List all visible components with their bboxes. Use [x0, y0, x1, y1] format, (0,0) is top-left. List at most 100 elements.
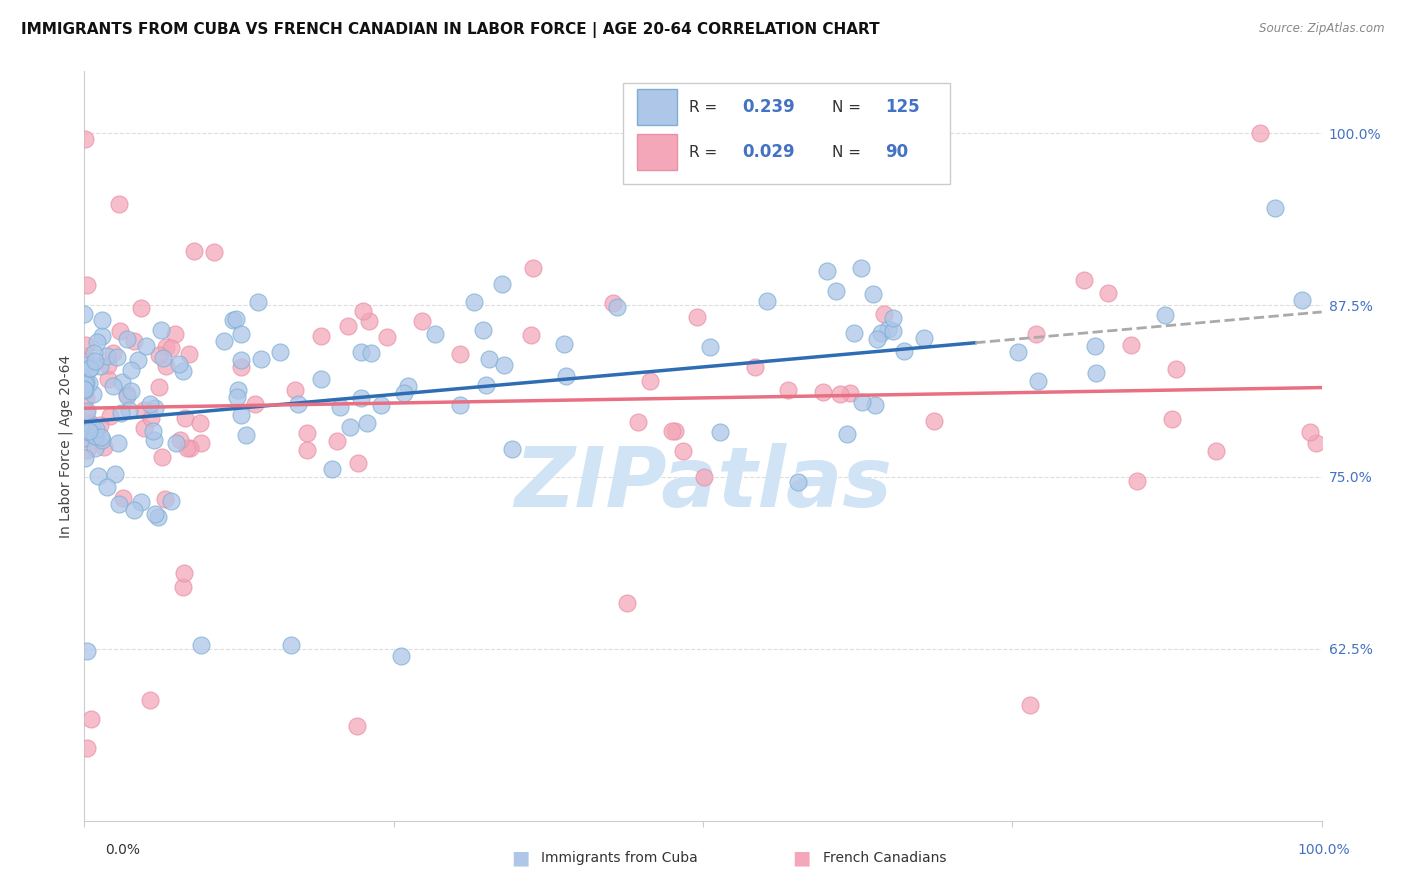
Point: [370, 398, 392, 412]
Point: [155, 359, 177, 374]
Point: [661, 424, 683, 438]
Point: [882, 311, 904, 326]
Point: [115, 386, 138, 401]
Point: [118, 403, 141, 417]
Point: [249, 351, 271, 366]
Point: [865, 332, 887, 346]
Point: [107, 436, 129, 450]
Point: [693, 470, 716, 484]
Point: [357, 314, 380, 328]
Point: [75, 391, 97, 405]
Point: [449, 347, 471, 361]
Point: [492, 358, 515, 372]
Point: [849, 260, 872, 275]
Point: [1160, 411, 1182, 425]
Point: [179, 441, 201, 455]
Point: [120, 384, 142, 398]
Point: [122, 502, 145, 516]
Point: [709, 425, 731, 440]
Point: [231, 360, 253, 375]
Point: [129, 301, 152, 315]
Point: [360, 346, 382, 360]
Point: [851, 395, 873, 409]
Point: [174, 411, 197, 425]
Text: Source: ZipAtlas.com: Source: ZipAtlas.com: [1260, 22, 1385, 36]
Point: [104, 467, 127, 481]
Point: [389, 648, 412, 663]
Point: [522, 261, 544, 276]
Point: [1028, 374, 1050, 388]
Point: [339, 420, 361, 434]
Point: [876, 322, 898, 336]
Point: [321, 462, 343, 476]
Point: [82, 418, 104, 433]
Point: [73, 377, 96, 392]
Point: [77, 376, 100, 390]
Point: [873, 307, 896, 321]
FancyBboxPatch shape: [637, 135, 678, 170]
Point: [77, 425, 100, 439]
Point: [1119, 338, 1142, 352]
Point: [1084, 339, 1107, 353]
Point: [76, 644, 98, 658]
Point: [115, 332, 138, 346]
Point: [120, 362, 142, 376]
Point: [844, 326, 866, 341]
Point: [839, 386, 862, 401]
Point: [89, 359, 111, 374]
Text: N =: N =: [832, 145, 866, 160]
Point: [86, 334, 108, 349]
Text: 90: 90: [884, 144, 908, 161]
Text: 0.239: 0.239: [742, 98, 796, 116]
Text: 0.029: 0.029: [742, 144, 796, 161]
Point: [76, 741, 98, 756]
Point: [297, 426, 319, 441]
Point: [79, 360, 101, 375]
Point: [160, 494, 183, 508]
Point: [176, 441, 198, 455]
Point: [1073, 273, 1095, 287]
Point: [91, 433, 114, 447]
Point: [350, 344, 373, 359]
Point: [627, 415, 650, 429]
Point: [922, 413, 945, 427]
Point: [501, 442, 523, 456]
Point: [73, 307, 96, 321]
Point: [172, 363, 194, 377]
Point: [463, 295, 485, 310]
Point: [231, 408, 253, 422]
Point: [90, 329, 112, 343]
Text: R =: R =: [689, 100, 723, 115]
Point: [520, 327, 543, 342]
Point: [699, 340, 721, 354]
Point: [79, 416, 101, 430]
Point: [160, 341, 183, 355]
Point: [837, 426, 859, 441]
Point: [135, 338, 157, 352]
Point: [472, 323, 495, 337]
Point: [108, 498, 131, 512]
Point: [214, 334, 236, 349]
Text: Immigrants from Cuba: Immigrants from Cuba: [541, 851, 697, 865]
Point: [815, 264, 838, 278]
Point: [75, 375, 97, 389]
Point: [326, 434, 349, 448]
Point: [148, 348, 170, 362]
Point: [1291, 293, 1313, 307]
Point: [862, 287, 884, 301]
Point: [93, 440, 115, 454]
Point: [226, 383, 249, 397]
Point: [141, 411, 163, 425]
Point: [75, 383, 97, 397]
Point: [91, 312, 114, 326]
Point: [744, 359, 766, 374]
Point: [110, 375, 132, 389]
Point: [190, 638, 212, 652]
Point: [98, 409, 121, 423]
Point: [1097, 285, 1119, 300]
Text: ■: ■: [792, 848, 811, 868]
Point: [122, 334, 145, 349]
Point: [553, 336, 575, 351]
Point: [139, 396, 162, 410]
Point: [134, 421, 156, 435]
